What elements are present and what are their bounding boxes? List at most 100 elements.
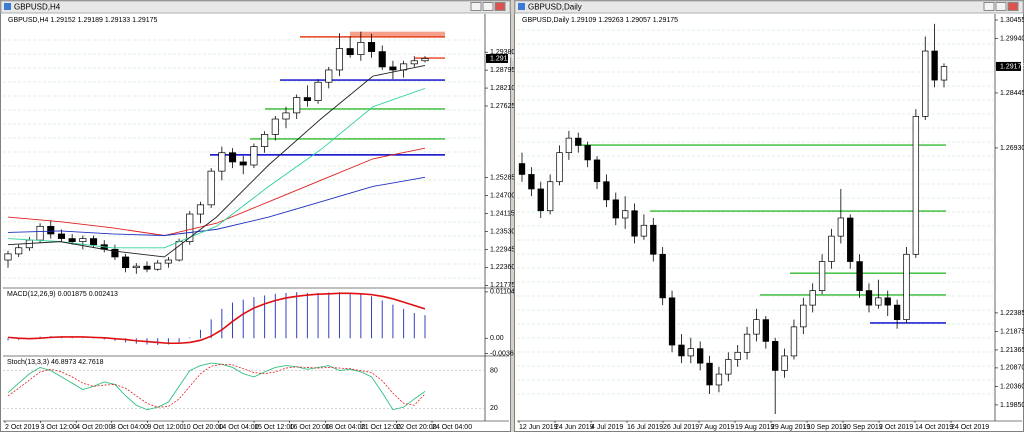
title-bar [0,0,511,14]
y-tick-label: 1.24115 [490,210,515,217]
candle-body [228,152,237,163]
stoch-signal [7,363,426,408]
candle-body [218,152,226,172]
date-label: 7 Aug 2019 [699,424,735,431]
window-button[interactable] [470,2,482,11]
candle-body [753,319,760,335]
candle-body [556,152,563,183]
candle-body [903,253,910,320]
current-price-box [486,53,508,63]
candle-body [528,174,535,190]
current-price-label: 1.29175 [1000,63,1024,70]
date-label: 2 Oct 2019 [5,424,39,431]
candle-body [809,290,816,306]
candle-body [678,344,685,357]
candle-body [15,247,23,255]
window-title: GBPUSD,H4 [14,3,61,12]
candle-body [697,348,704,364]
candle-body [357,42,365,56]
y-tick-label: 0.011046 [490,289,519,296]
date-label: 16 Oct 20:00 [290,424,330,431]
candle-body [743,333,751,353]
window-frame [0,0,511,432]
window-button[interactable] [995,2,1007,11]
date-label: 8 Oct 04:00 [112,424,148,431]
candle-body [575,137,582,146]
candle-body [378,51,386,68]
candle-body [706,362,713,386]
candle-body [239,161,247,166]
window-button[interactable] [482,2,494,11]
candle-body [421,58,429,62]
date-label: 9 Oct 12:00 [147,424,183,431]
y-tick-label: 0.00 [490,335,504,342]
candle-body [650,224,657,255]
candle-body [837,217,845,237]
window-button[interactable] [983,2,995,11]
candle-body [593,159,601,183]
y-tick-label: -0.00362 [490,350,518,357]
y-tick-label: 1.23530 [490,228,515,235]
y-tick-label: 1.27625 [490,103,515,110]
candle-body [893,304,901,320]
candle-body [800,304,807,328]
y-tick-label: 1.21875 [1000,328,1024,335]
candle-body [772,341,779,371]
date-label: 26 Jul 2019 [663,424,699,431]
y-tick-label: 80 [490,367,498,374]
candle-body [922,50,929,117]
candle-body [781,355,788,371]
moving-average [7,64,426,258]
candle-body [335,48,344,71]
supply-zone [350,31,445,37]
candle-body [603,181,610,201]
candle-body [68,238,76,242]
y-tick-label: 1.22360 [490,264,515,271]
y-tick-label: 1.26930 [1000,145,1024,152]
candle-body [912,116,920,255]
window-icon [518,3,525,10]
indicator-label: MACD(12,26,9) 0.001875 0.002413 [7,291,118,298]
date-label: 16 Jul 2019 [627,424,663,431]
candle-body [725,359,732,375]
date-label: 19 Aug 2019 [735,424,774,431]
candle-body [47,225,55,235]
candle-body [875,297,882,306]
chart-header: GBPUSD,Daily 1.29109 1.29263 1.29057 1.2… [522,17,678,24]
candle-body [565,137,573,154]
candle-body [325,69,333,83]
candle-body [143,265,151,270]
title-bar [514,0,1024,14]
window-button[interactable] [494,2,506,11]
candle-body [828,235,835,262]
candle-body [346,48,354,56]
date-label: 21 Oct 12:00 [361,424,401,431]
candle-body [537,188,544,212]
candle-body [865,290,873,306]
window-frame [514,0,1024,432]
candle-body [36,225,44,241]
candle-body [856,261,863,291]
candle-body [186,213,194,242]
candle-body [734,351,741,360]
candle-body [122,256,130,269]
candle-body [612,199,619,219]
date-label: 3 Oct 12:00 [41,424,77,431]
moving-average [7,176,426,236]
candle-body [132,265,140,269]
y-tick-label: 1.19850 [1000,402,1024,409]
candle-body [931,50,938,81]
current-price-label: 1.29175 [490,55,515,62]
y-tick-label: 20 [490,405,498,412]
window-button[interactable] [1007,2,1019,11]
date-label: 14 Oct 2019 [915,424,953,431]
date-label: 18 Oct 04:00 [325,424,365,431]
date-label: 24 Oct 2019 [951,424,989,431]
y-tick-label: 1.29940 [1000,36,1024,43]
candle-body [631,210,638,237]
candle-body [546,181,554,212]
candle-body [389,66,397,71]
candle-body [111,248,119,258]
